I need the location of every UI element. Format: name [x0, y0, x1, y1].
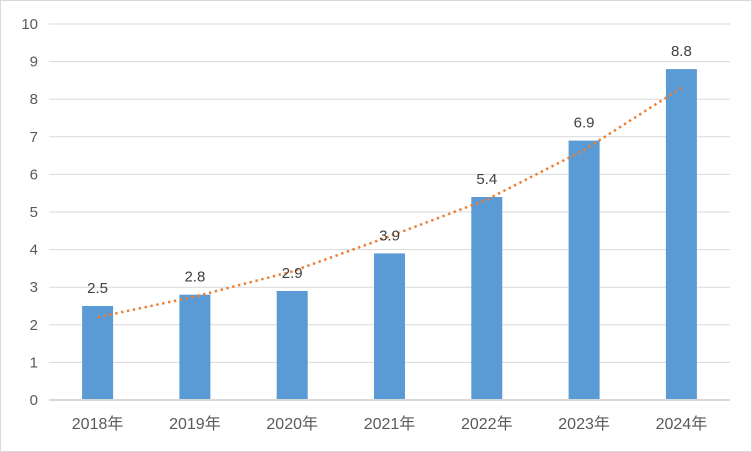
- bar-data-label: 2.9: [282, 265, 303, 282]
- bar: [82, 306, 114, 400]
- x-axis-tick-label: 2021年: [364, 415, 416, 433]
- trendline-dotted: [97, 86, 683, 319]
- bar-data-label: 3.9: [379, 227, 400, 244]
- y-axis-tick-label: 0: [30, 392, 38, 409]
- y-axis-tick-label: 4: [30, 242, 38, 259]
- bar: [471, 197, 503, 400]
- x-axis-tick-label: 2019年: [169, 415, 221, 433]
- x-axis-tick-label: 2024年: [656, 415, 708, 433]
- y-axis-tick-label: 6: [30, 166, 38, 183]
- y-axis-tick-label: 5: [30, 204, 38, 221]
- x-axis-tick-label: 2023年: [558, 415, 610, 433]
- y-axis-tick-label: 9: [30, 54, 38, 71]
- bar: [568, 140, 600, 400]
- x-axis-tick-label: 2022年: [461, 415, 513, 433]
- y-axis-tick-label: 8: [30, 91, 38, 108]
- bar: [276, 291, 308, 400]
- y-axis-tick-label: 1: [30, 354, 38, 371]
- bar: [374, 253, 405, 400]
- bar-data-label: 2.8: [184, 269, 205, 286]
- bar-data-label: 8.8: [671, 43, 692, 60]
- y-axis-tick-label: 7: [30, 129, 38, 146]
- bar-data-label: 2.5: [87, 280, 108, 297]
- bar-data-label: 6.9: [574, 115, 595, 132]
- bar: [179, 294, 211, 400]
- y-axis-tick-label: 3: [30, 279, 38, 296]
- bar-data-label: 5.4: [476, 171, 497, 188]
- y-axis-tick-label: 2: [30, 317, 38, 334]
- x-axis-tick-label: 2020年: [266, 415, 318, 433]
- bar: [665, 69, 697, 400]
- y-axis-tick-label: 10: [21, 16, 38, 33]
- x-axis-tick-label: 2018年: [72, 415, 124, 433]
